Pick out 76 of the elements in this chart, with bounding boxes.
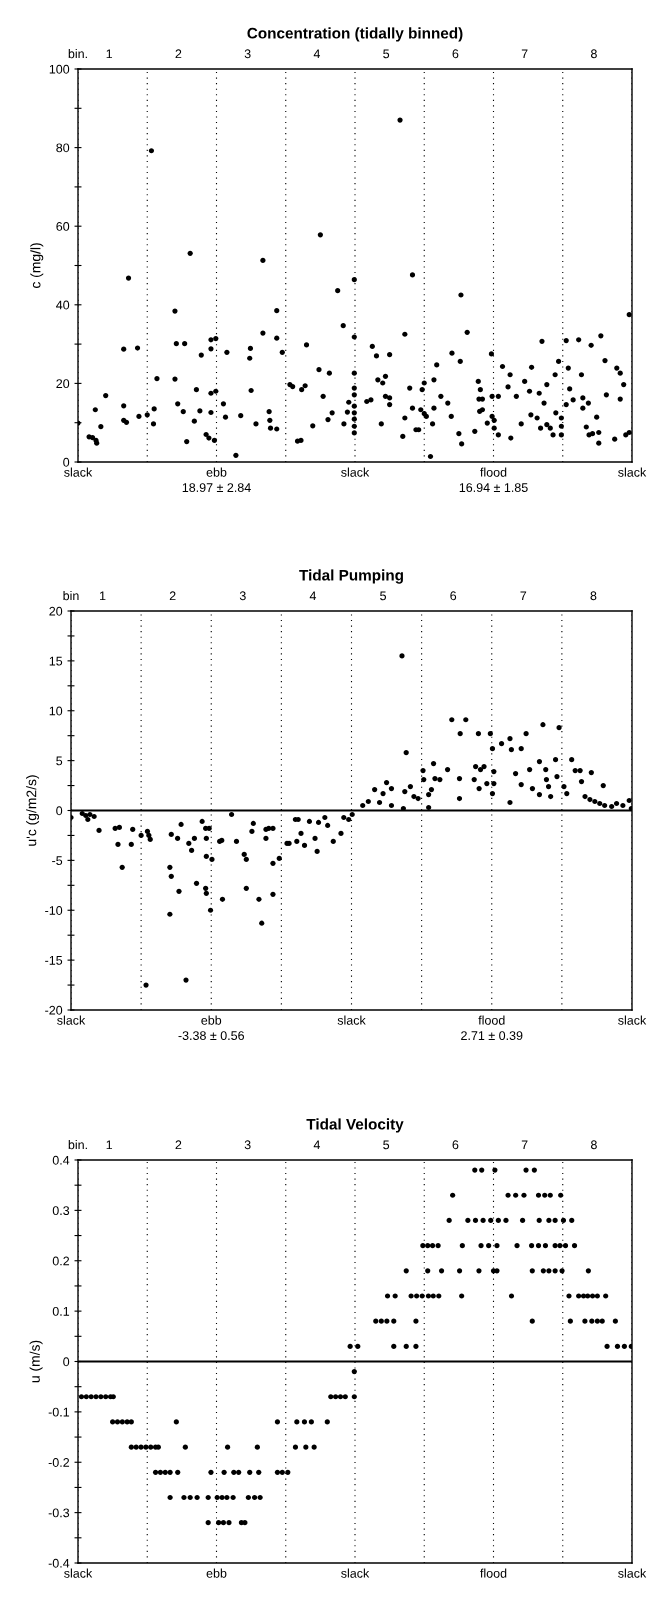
x-tick-label: 2 — [175, 1140, 182, 1150]
x-tick-label: 3 — [239, 591, 246, 601]
text: slack — [341, 467, 370, 477]
x-tick-label: 1 — [100, 591, 106, 601]
text: slack — [618, 1568, 647, 1578]
text: ebb — [206, 1568, 227, 1578]
y-tick-label: 60 — [56, 222, 70, 231]
x-tick-label: 4 — [309, 591, 317, 601]
x-axis-title: bin — [63, 591, 79, 601]
x-tick-label: 2 — [175, 49, 182, 59]
text: 2.71 ± 0.39 — [461, 1031, 523, 1041]
text: flood — [480, 1568, 507, 1578]
y-axis-title: u (m/s) — [29, 1340, 43, 1383]
y-tick-label: -0.2 — [48, 1458, 70, 1467]
x-tick-label: 6 — [450, 591, 457, 601]
x-tick-label: 5 — [380, 591, 387, 601]
x-tick-label: 8 — [590, 49, 597, 59]
y-tick-label: 15 — [49, 656, 63, 666]
text: slack — [618, 467, 647, 477]
text: 16.94 ± 1.85 — [459, 483, 528, 493]
y-tick-label: 40 — [56, 300, 70, 310]
x-tick-label: 3 — [244, 1140, 251, 1150]
text: ebb — [206, 467, 227, 477]
y-tick-label: 5 — [56, 756, 63, 766]
x-tick-label: 7 — [520, 591, 527, 601]
x-tick-label: 5 — [383, 1140, 390, 1150]
chart-title: Tidal Pumping — [299, 569, 403, 584]
text: slack — [337, 1015, 366, 1025]
text: slack — [618, 1015, 647, 1025]
text: ebb — [201, 1015, 222, 1025]
y-tick-label: 10 — [49, 706, 63, 716]
x-tick-label: 1 — [106, 49, 113, 59]
x-tick-label: 2 — [169, 591, 176, 601]
text: slack — [64, 1568, 93, 1578]
x-tick-label: 1 — [106, 1140, 113, 1150]
y-tick-label: 80 — [56, 143, 70, 153]
text: -3.38 ± 0.56 — [178, 1031, 245, 1041]
text: flood — [480, 467, 507, 477]
y-tick-label: 0 — [56, 806, 63, 816]
y-tick-label: 0.1 — [52, 1306, 70, 1316]
x-tick-label: 6 — [452, 49, 459, 59]
text: 18.97 ± 2.84 — [182, 483, 251, 493]
y-tick-label: 0.2 — [52, 1256, 70, 1266]
y-tick-label: 0 — [63, 457, 70, 467]
x-tick-label: 8 — [590, 1140, 597, 1150]
y-tick-label: 0.4 — [52, 1155, 70, 1165]
text: slack — [57, 1015, 86, 1025]
y-tick-label: -10 — [45, 906, 63, 915]
y-axis-title: c (mg/l) — [30, 243, 44, 289]
x-tick-label: 4 — [313, 49, 321, 59]
x-axis-title: bin. — [68, 49, 87, 59]
y-tick-label: 100 — [49, 64, 70, 74]
y-tick-label: 0.3 — [52, 1206, 70, 1216]
y-tick-label: 20 — [49, 606, 63, 616]
x-tick-label: 7 — [521, 49, 528, 59]
x-tick-label: 3 — [244, 49, 251, 59]
x-tick-label: 4 — [313, 1140, 321, 1150]
y-tick-label: -0.4 — [48, 1558, 70, 1568]
text: flood — [478, 1015, 505, 1025]
y-tick-label: -15 — [45, 956, 63, 965]
x-tick-label: 5 — [383, 49, 390, 59]
x-axis-title: bin. — [68, 1140, 87, 1150]
y-axis-title: u'c (g/m2/s) — [26, 775, 40, 846]
x-tick-label: 8 — [590, 591, 597, 601]
x-tick-label: 7 — [521, 1140, 528, 1150]
x-tick-label: 6 — [452, 1140, 459, 1150]
y-tick-label: -20 — [45, 1005, 63, 1015]
chart-title: Tidal Velocity — [306, 1118, 404, 1133]
y-tick-label: -0.3 — [48, 1508, 70, 1518]
y-tick-label: -5 — [52, 856, 63, 866]
y-tick-label: -0.1 — [48, 1407, 70, 1417]
text: slack — [341, 1568, 370, 1578]
y-tick-label: 20 — [56, 379, 70, 389]
y-tick-label: 0 — [63, 1357, 70, 1367]
text: slack — [64, 467, 93, 477]
chart-title: Concentration (tidally binned) — [247, 27, 463, 42]
